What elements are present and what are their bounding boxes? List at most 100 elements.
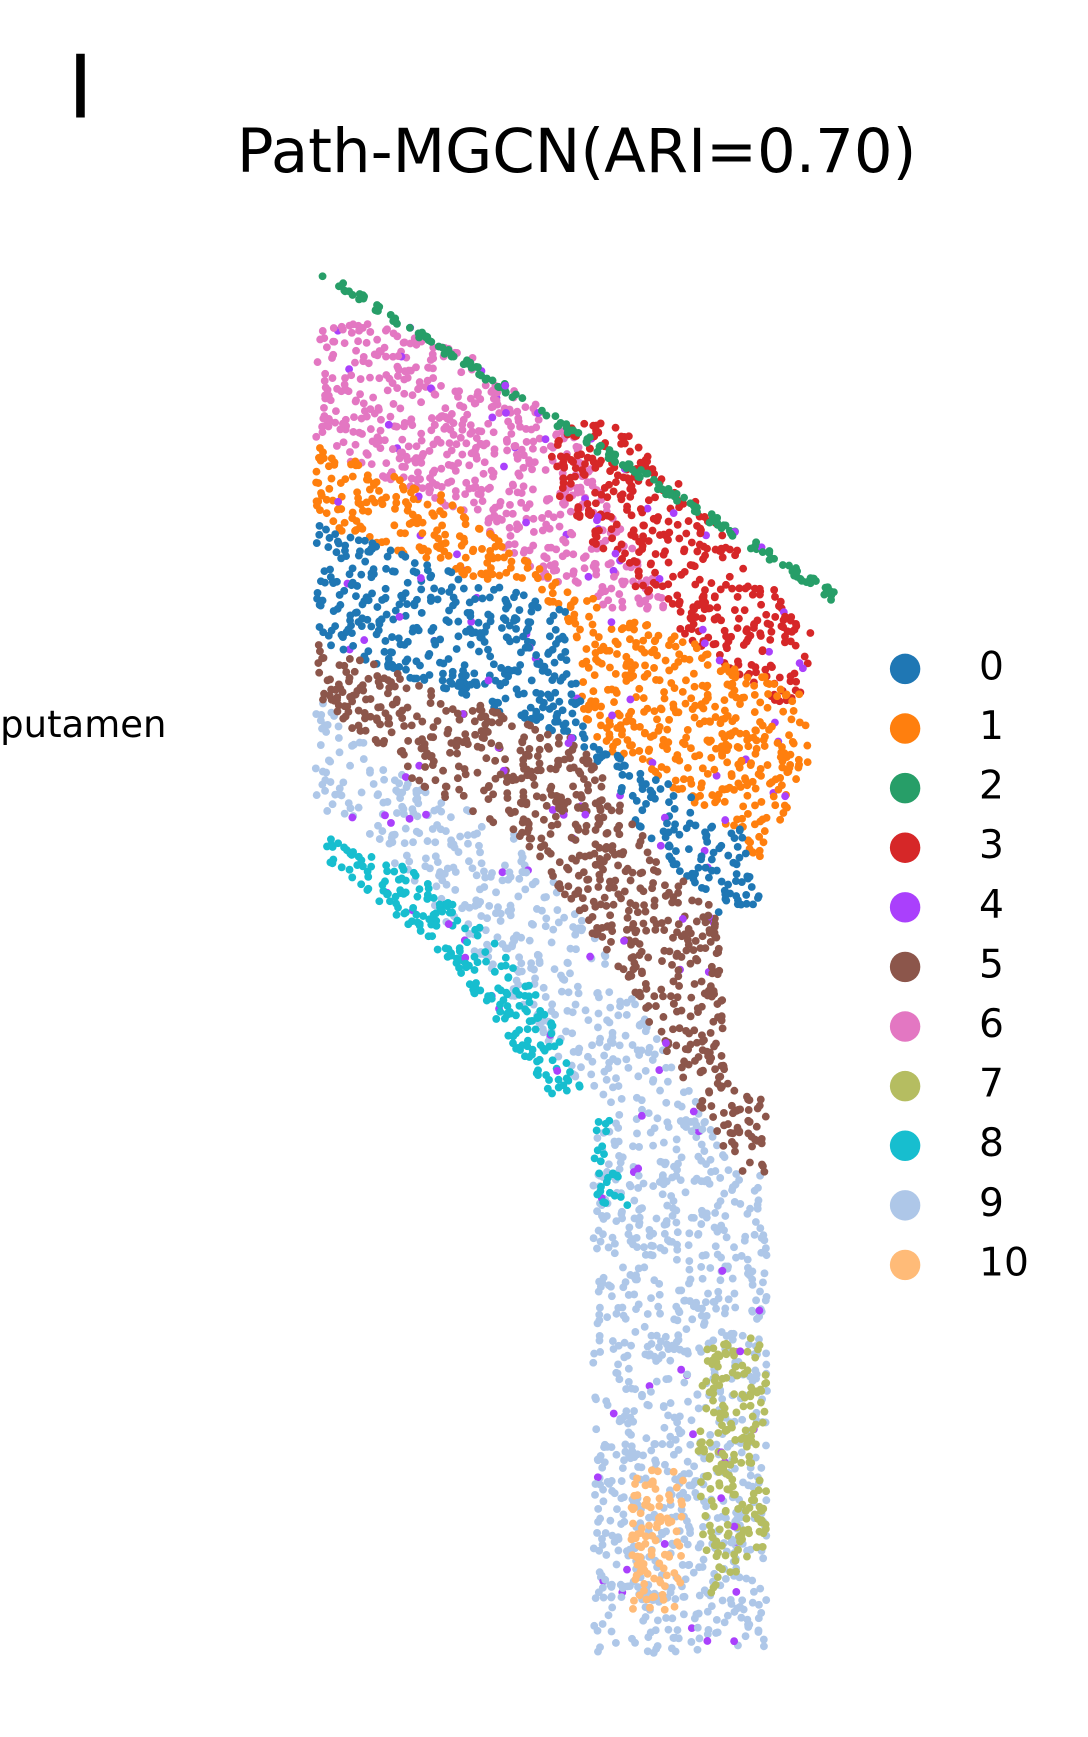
spot bbox=[732, 870, 741, 878]
spot bbox=[410, 601, 419, 610]
spot bbox=[607, 625, 616, 634]
spot bbox=[401, 773, 410, 781]
spot bbox=[424, 884, 433, 893]
spot bbox=[498, 940, 507, 949]
spot bbox=[735, 853, 744, 862]
spot bbox=[392, 910, 401, 919]
spot bbox=[731, 551, 740, 560]
spot bbox=[569, 550, 578, 559]
spot bbox=[448, 501, 457, 510]
spot bbox=[361, 714, 369, 723]
spot bbox=[484, 518, 493, 527]
spot bbox=[663, 745, 672, 753]
spot bbox=[646, 793, 655, 802]
spot bbox=[585, 444, 594, 453]
spot bbox=[357, 788, 366, 797]
spot bbox=[474, 618, 483, 627]
spot bbox=[713, 795, 722, 804]
spot bbox=[461, 490, 470, 499]
spot bbox=[453, 774, 462, 783]
spot bbox=[325, 534, 334, 542]
spot bbox=[476, 439, 485, 448]
spot bbox=[431, 838, 440, 847]
spot bbox=[638, 1105, 646, 1114]
spot bbox=[331, 685, 340, 694]
spot bbox=[636, 1020, 644, 1029]
spot bbox=[469, 807, 477, 816]
spot bbox=[682, 676, 690, 685]
spot bbox=[601, 1529, 610, 1537]
spot bbox=[461, 520, 470, 529]
spot bbox=[368, 494, 377, 503]
spot bbox=[662, 1375, 671, 1384]
spot bbox=[669, 977, 678, 986]
spot bbox=[597, 782, 606, 791]
spot bbox=[550, 658, 559, 667]
spot bbox=[566, 1068, 574, 1076]
spot bbox=[776, 815, 785, 824]
spot bbox=[417, 744, 426, 753]
spot bbox=[651, 550, 660, 558]
spot bbox=[321, 391, 329, 400]
spot bbox=[592, 603, 601, 612]
spot bbox=[621, 867, 630, 876]
spot bbox=[340, 380, 349, 389]
spot bbox=[706, 717, 715, 726]
spot bbox=[706, 1431, 715, 1439]
spot bbox=[759, 1278, 767, 1287]
spot bbox=[406, 418, 415, 427]
spot bbox=[703, 1345, 712, 1354]
spot bbox=[662, 765, 671, 774]
spot bbox=[395, 600, 404, 609]
spot bbox=[652, 580, 660, 589]
spot bbox=[703, 1607, 712, 1616]
spot bbox=[651, 1456, 660, 1465]
spot bbox=[690, 1177, 699, 1185]
spot bbox=[386, 310, 395, 319]
spot bbox=[535, 565, 544, 573]
spot bbox=[598, 1535, 606, 1543]
spot bbox=[658, 957, 666, 965]
spot bbox=[358, 430, 366, 438]
spot bbox=[436, 700, 445, 708]
spot bbox=[505, 487, 514, 496]
spot bbox=[719, 1108, 728, 1117]
spot bbox=[634, 1184, 643, 1192]
spot bbox=[652, 858, 661, 866]
spot bbox=[495, 741, 503, 750]
spot bbox=[660, 688, 668, 696]
spot bbox=[373, 335, 382, 344]
spot bbox=[678, 1063, 686, 1072]
spot bbox=[730, 1522, 739, 1531]
spot bbox=[584, 715, 593, 724]
spot bbox=[351, 397, 360, 406]
spot bbox=[555, 858, 564, 867]
spot bbox=[593, 1134, 602, 1142]
spot bbox=[661, 547, 669, 556]
spot bbox=[361, 557, 370, 566]
spot bbox=[389, 615, 398, 624]
spot bbox=[676, 624, 685, 633]
spot bbox=[566, 479, 575, 488]
spot bbox=[594, 428, 603, 437]
spot bbox=[626, 899, 635, 908]
spot bbox=[481, 628, 489, 636]
spot bbox=[697, 779, 706, 788]
spot bbox=[519, 788, 528, 797]
spot bbox=[502, 568, 511, 577]
spot bbox=[560, 755, 569, 764]
spot bbox=[520, 764, 528, 773]
spot bbox=[416, 927, 425, 935]
spot bbox=[348, 629, 356, 638]
spot bbox=[526, 771, 535, 780]
spot bbox=[705, 1438, 714, 1447]
spot bbox=[803, 758, 812, 767]
spot bbox=[335, 282, 343, 291]
spot bbox=[645, 1226, 654, 1234]
spot bbox=[626, 876, 635, 885]
spot bbox=[430, 511, 438, 520]
spot bbox=[316, 647, 324, 656]
spot bbox=[609, 1083, 617, 1092]
spot bbox=[474, 427, 483, 435]
spot bbox=[351, 440, 360, 449]
